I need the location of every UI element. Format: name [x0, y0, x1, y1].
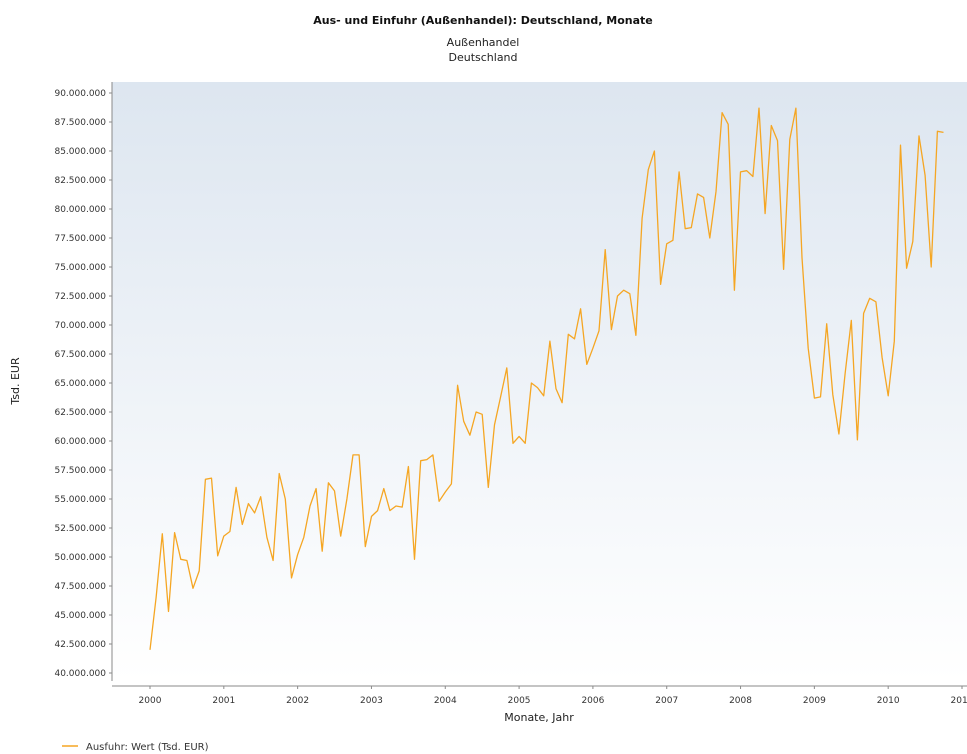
y-tick-label: 47.500.000: [54, 582, 106, 592]
y-tick-label: 87.500.000: [54, 118, 106, 128]
y-tick-label: 85.000.000: [54, 147, 106, 157]
y-axis-label: Tsd. EUR: [9, 357, 22, 406]
x-tick-label: 2005: [508, 696, 531, 706]
y-tick-label: 70.000.000: [54, 321, 106, 331]
series-line-exports: [149, 107, 944, 650]
legend: Ausfuhr: Wert (Tsd. EUR): [62, 742, 209, 753]
y-tick-label: 75.000.000: [54, 263, 106, 273]
y-tick-label: 57.500.000: [54, 466, 106, 476]
x-tick-label: 2006: [581, 696, 604, 706]
y-tick-label: 67.500.000: [54, 350, 106, 360]
y-tick-label: 50.000.000: [54, 553, 106, 563]
y-tick-label: 80.000.000: [54, 205, 106, 215]
chart-subtitle-line-1: Außenhandel: [447, 36, 520, 49]
y-tick-label: 90.000.000: [54, 89, 106, 99]
y-tick-label: 52.500.000: [54, 524, 106, 534]
y-tick-label: 62.500.000: [54, 408, 106, 418]
x-tick-label: 2011: [951, 696, 967, 706]
y-tick-label: 77.500.000: [54, 234, 106, 244]
y-tick-label: 45.000.000: [54, 611, 106, 621]
plot-area: [112, 82, 967, 681]
chart-title: Aus- und Einfuhr (Außenhandel): Deutschl…: [313, 14, 652, 27]
x-axis-label: Monate, Jahr: [504, 711, 574, 724]
x-tick-label: 2002: [286, 696, 309, 706]
x-tick-label: 2004: [434, 696, 457, 706]
y-tick-label: 55.000.000: [54, 495, 106, 505]
x-tick-label: 2000: [139, 696, 162, 706]
x-axis-ticks: 2000 2001 2002 2003 2004 2005 2006 2007 2008 2009…: [139, 686, 967, 706]
x-tick-label: 2010: [877, 696, 900, 706]
x-tick-label: 2001: [212, 696, 235, 706]
x-tick-label: 2008: [729, 696, 752, 706]
y-tick-label: 82.500.000: [54, 176, 106, 186]
y-tick-label: 65.000.000: [54, 379, 106, 389]
legend-label-exports: Ausfuhr: Wert (Tsd. EUR): [86, 742, 209, 753]
y-tick-label: 40.000.000: [54, 669, 106, 679]
x-tick-label: 2009: [803, 696, 826, 706]
y-tick-label: 60.000.000: [54, 437, 106, 447]
chart-subtitle-line-2: Deutschland: [448, 51, 517, 64]
x-tick-label: 2007: [655, 696, 678, 706]
y-axis-ticks: 40.000.000 42.500.000 45.000.000 47.500.000…: [54, 89, 112, 679]
y-tick-label: 72.500.000: [54, 292, 106, 302]
x-tick-label: 2003: [360, 696, 383, 706]
y-tick-label: 42.500.000: [54, 640, 106, 650]
